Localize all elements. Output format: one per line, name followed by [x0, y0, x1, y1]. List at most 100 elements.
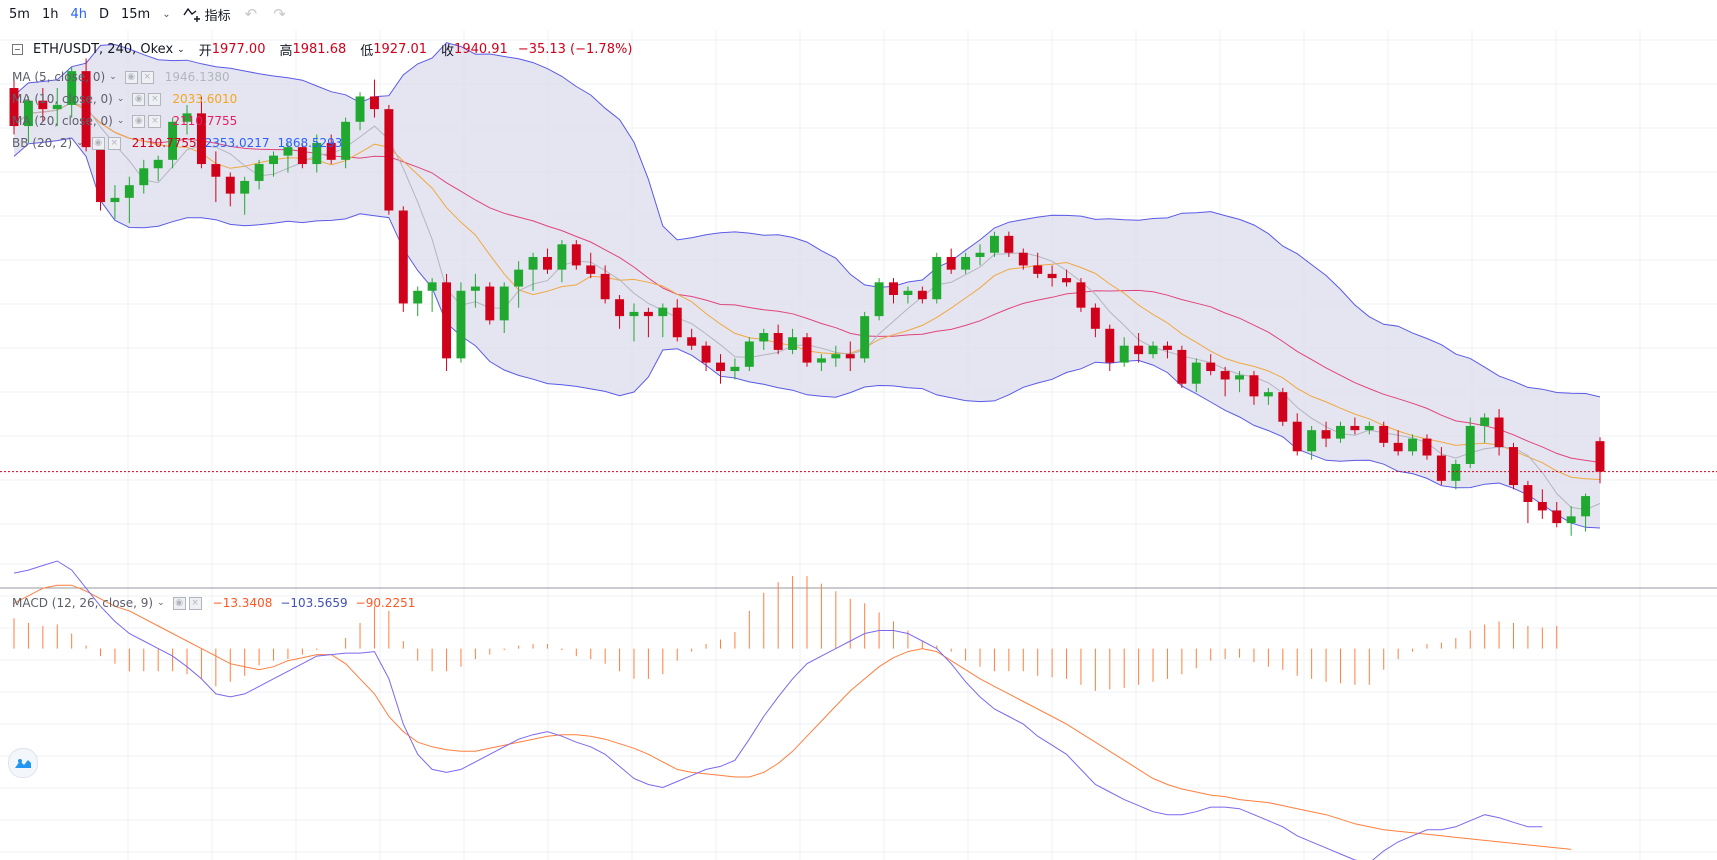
change-value: −35.13 (−1.78%)	[517, 42, 633, 57]
candle-body	[514, 269, 524, 287]
candle-body	[1408, 438, 1418, 452]
undo-icon[interactable]: ↶	[244, 5, 258, 23]
close-icon[interactable]: ×	[148, 114, 162, 128]
candle-body	[1119, 345, 1129, 363]
candle-body	[139, 168, 149, 186]
candle-body	[1134, 345, 1144, 355]
candle-body	[845, 354, 855, 359]
candle-body	[1581, 496, 1591, 517]
candle-body	[225, 176, 235, 194]
candle-body	[124, 185, 134, 198]
timeframe-d[interactable]: D	[98, 6, 109, 22]
candle-body	[1018, 252, 1028, 266]
timeframe-1h[interactable]: 1h	[41, 6, 59, 22]
candle-body	[1278, 392, 1288, 422]
low-label: 低	[360, 44, 374, 59]
candle-body	[528, 256, 538, 270]
candle-body	[427, 282, 437, 291]
chevron-down-icon[interactable]: ⌄	[116, 94, 125, 104]
candle-body	[730, 366, 740, 372]
bollinger-band-fill	[14, 42, 1600, 528]
eye-icon[interactable]: ◉	[132, 114, 146, 128]
collapse-legend-icon[interactable]	[12, 44, 23, 55]
candle-body	[182, 113, 192, 122]
candle-body	[744, 341, 754, 367]
chevron-down-icon[interactable]: ⌄	[116, 116, 125, 126]
candle-body	[341, 121, 351, 160]
candle-body	[1379, 425, 1389, 443]
open-value: 1977.00	[211, 42, 266, 57]
candle-body	[1235, 375, 1245, 380]
candle-body	[802, 337, 812, 363]
close-icon[interactable]: ×	[107, 136, 121, 150]
candle-body	[586, 265, 596, 274]
indicator-legend-bb[interactable]: BB (20, 2) ⌄ ◉ × 2110.7755 2353.0217 1868.…	[12, 136, 342, 150]
main-legend: ETH/USDT, 240, Okex ⌄ 开 1977.00 高 1981.68 …	[12, 40, 632, 59]
eye-icon[interactable]: ◉	[132, 92, 146, 106]
candle-body	[687, 337, 697, 346]
macd-legend[interactable]: MACD (12, 26, close, 9) ⌄ ◉ × −13.3408 −10…	[12, 596, 415, 610]
symbol-chevron-icon[interactable]: ⌄	[177, 44, 185, 55]
candle-body	[1364, 425, 1374, 431]
candle-body	[716, 362, 725, 372]
chart-canvas[interactable]	[0, 30, 1717, 860]
bb-lower-value: 1868.5293	[277, 136, 343, 150]
candle-body	[456, 290, 466, 359]
timeframe-15m[interactable]: 15m	[120, 6, 151, 22]
indicator-legend-ma5[interactable]: MA (5, close, 0) ⌄ ◉ × 1946.1380	[12, 70, 230, 84]
eye-icon[interactable]: ◉	[124, 70, 138, 84]
candle-body	[571, 244, 581, 266]
candle-body	[9, 88, 19, 127]
candle-body	[629, 311, 639, 317]
close-icon[interactable]: ×	[148, 92, 162, 106]
candle-body	[240, 180, 250, 194]
indicator-legend-ma10[interactable]: MA (10, close, 0) ⌄ ◉ × 2033.6010	[12, 92, 237, 106]
chevron-down-icon[interactable]: ⌄	[157, 598, 165, 608]
symbol-label[interactable]: ETH/USDT, 240, Okex	[33, 42, 174, 57]
candle-body	[470, 286, 480, 291]
indicators-button[interactable]: 指标	[177, 5, 237, 24]
candle-body	[1480, 417, 1490, 426]
timeframe-5m[interactable]: 5m	[9, 6, 30, 22]
candle-body	[1292, 421, 1302, 452]
chevron-down-icon[interactable]: ⌄	[76, 138, 84, 148]
close-icon[interactable]: ×	[140, 70, 154, 84]
candle-body	[485, 286, 495, 321]
candle-body	[312, 142, 322, 165]
candle-body	[1004, 235, 1014, 253]
tradingview-logo-icon[interactable]	[8, 748, 38, 778]
ma20-line	[13, 101, 1601, 463]
candle-body	[1033, 265, 1043, 274]
candle-body	[961, 256, 971, 270]
candle-body	[96, 147, 105, 203]
candle-body	[1047, 273, 1057, 279]
candles	[9, 58, 1605, 536]
candle-body	[1509, 447, 1518, 486]
eye-icon[interactable]: ◉	[172, 596, 186, 610]
close-icon[interactable]: ×	[188, 596, 202, 610]
macd-name: MACD (12, 26, close, 9)	[12, 596, 154, 610]
candle-body	[1321, 430, 1331, 439]
candle-body	[889, 282, 898, 295]
indicator-legend-ma20[interactable]: MA (20, close, 0) ⌄ ◉ × 2110.7755	[12, 114, 237, 128]
candle-body	[816, 358, 826, 363]
chevron-down-icon[interactable]: ⌄	[109, 72, 117, 82]
indicator-value: 2110.7755	[172, 114, 238, 128]
candle-body	[932, 256, 942, 300]
timeframe-dropdown-chevron-icon[interactable]: ⌄	[162, 8, 171, 20]
candle-body	[1307, 430, 1317, 452]
candle-body	[1422, 438, 1432, 456]
candle-body	[1191, 362, 1201, 384]
candle-body	[1336, 425, 1345, 439]
candle-body	[1105, 328, 1115, 363]
timeframe-4h[interactable]: 4h	[70, 6, 87, 22]
candle-body	[398, 210, 408, 304]
candle-body	[759, 333, 769, 342]
candle-body	[1465, 425, 1475, 464]
eye-icon[interactable]: ◉	[91, 136, 105, 150]
open-label: 开	[198, 44, 212, 59]
candle-body	[672, 307, 682, 338]
redo-icon[interactable]: ↷	[273, 5, 286, 23]
candle-body	[1451, 463, 1461, 481]
candle-body	[1148, 345, 1158, 355]
